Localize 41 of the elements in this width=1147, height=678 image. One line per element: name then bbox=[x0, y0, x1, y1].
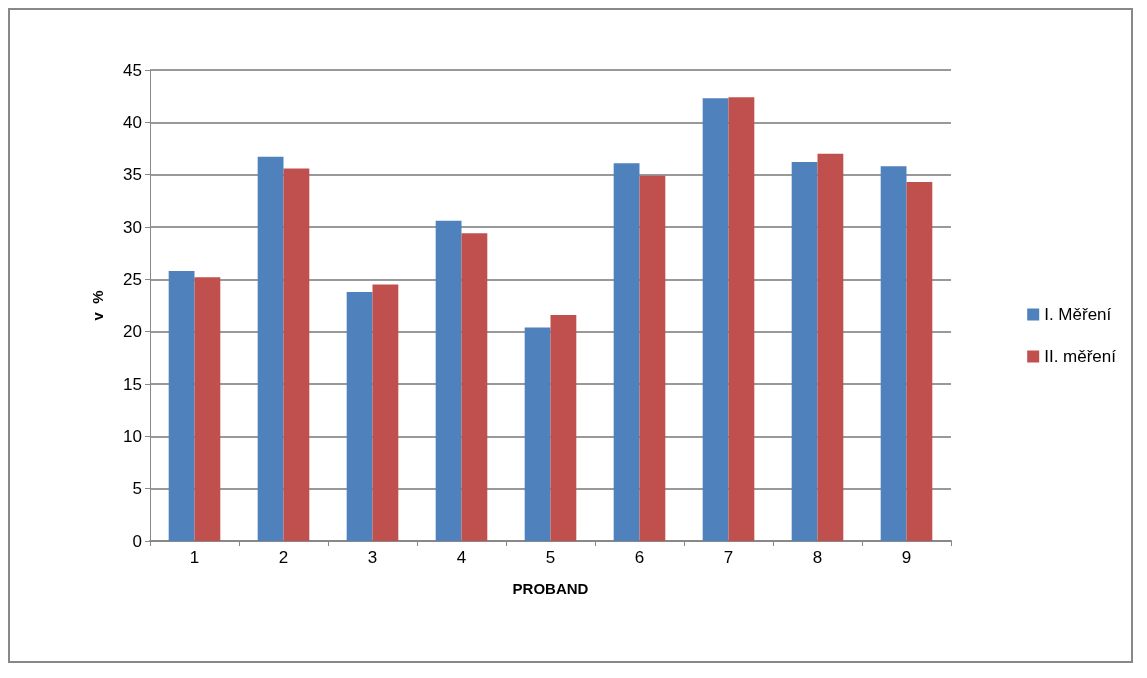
legend-label: II. měření bbox=[1044, 347, 1117, 366]
bar bbox=[461, 233, 488, 541]
bar bbox=[372, 284, 399, 541]
y-tick-label: 0 bbox=[132, 531, 142, 551]
bar bbox=[168, 270, 195, 541]
bar bbox=[524, 327, 551, 541]
y-tick-label: 15 bbox=[123, 374, 142, 394]
x-tick-label: 8 bbox=[812, 548, 823, 567]
x-tick-label: 7 bbox=[723, 548, 734, 567]
bar bbox=[346, 291, 373, 541]
y-tick-label: 25 bbox=[123, 269, 142, 289]
bar bbox=[728, 97, 755, 541]
x-tick-label: 2 bbox=[278, 548, 289, 567]
legend-label: I. Měření bbox=[1044, 305, 1112, 324]
x-axis-title: PROBAND bbox=[512, 580, 589, 597]
y-tick-label: 20 bbox=[123, 322, 142, 342]
bar bbox=[702, 98, 729, 541]
bar bbox=[194, 277, 221, 541]
y-tick-label: 45 bbox=[123, 60, 142, 80]
bar bbox=[791, 162, 818, 541]
bar bbox=[257, 156, 284, 541]
y-axis-title: v % bbox=[89, 290, 106, 321]
y-tick-label: 35 bbox=[123, 165, 142, 185]
y-tick-label: 40 bbox=[123, 112, 142, 132]
y-tick-label: 30 bbox=[123, 217, 142, 237]
y-tick-label: 10 bbox=[123, 426, 142, 446]
x-tick-label: 5 bbox=[545, 548, 556, 567]
y-tick-label: 5 bbox=[132, 479, 142, 499]
bar bbox=[435, 220, 462, 541]
bar bbox=[817, 153, 844, 541]
bar bbox=[880, 166, 907, 541]
x-tick-label: 1 bbox=[189, 548, 200, 567]
bar bbox=[906, 181, 933, 541]
x-tick-label: 3 bbox=[367, 548, 378, 567]
bar bbox=[613, 163, 640, 541]
bar bbox=[283, 168, 310, 541]
x-tick-label: 6 bbox=[634, 548, 645, 567]
x-tick-label: 9 bbox=[901, 548, 912, 567]
bar bbox=[550, 314, 577, 541]
bar bbox=[639, 175, 666, 541]
x-tick-label: 4 bbox=[456, 548, 467, 567]
